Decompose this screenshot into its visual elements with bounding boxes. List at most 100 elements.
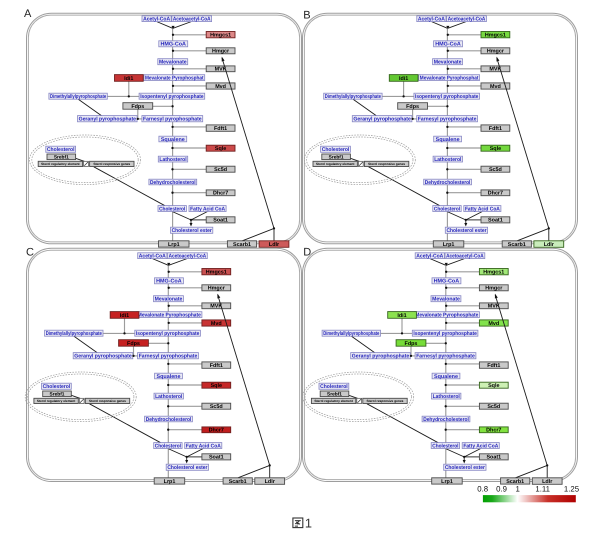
svg-text:Fdps: Fdps — [405, 341, 418, 347]
svg-text:Fdps: Fdps — [127, 341, 140, 347]
svg-text:Acetoacetyl-CoA: Acetoacetyl-CoA — [448, 17, 486, 23]
svg-text:Mevalonate Pyrophosphat: Mevalonate Pyrophosphat — [145, 75, 204, 81]
svg-text:Geranyl pyrophosphate: Geranyl pyrophosphate — [74, 354, 131, 360]
svg-text:Dhcr7: Dhcr7 — [209, 428, 224, 434]
svg-text:Mevalonate: Mevalonate — [159, 60, 187, 66]
svg-text:Scarb1: Scarb1 — [506, 479, 524, 485]
svg-text:Dehydrocholesterol: Dehydrocholesterol — [146, 417, 192, 423]
svg-text:Acetyl-CoA: Acetyl-CoA — [143, 17, 170, 23]
svg-text:Idi1: Idi1 — [399, 76, 408, 82]
svg-text:Scarb1: Scarb1 — [233, 242, 251, 248]
svg-text:Dimethylallylpyrophosphate: Dimethylallylpyrophosphate — [325, 94, 381, 100]
svg-text:Squalene: Squalene — [434, 374, 458, 380]
svg-text:Lathosterol: Lathosterol — [434, 157, 462, 163]
svg-text:Sc5d: Sc5d — [210, 404, 223, 410]
svg-text:Ldlr: Ldlr — [265, 479, 276, 485]
svg-text:Acetyl-CoA: Acetyl-CoA — [416, 254, 443, 260]
svg-text:Cholesterol: Cholesterol — [155, 443, 182, 449]
svg-text:A: A — [24, 8, 32, 20]
svg-text:Mevalonate: Mevalonate — [432, 297, 460, 303]
svg-text:Lrp1: Lrp1 — [443, 242, 455, 248]
svg-text:Sqle: Sqle — [215, 146, 226, 152]
svg-text:Mevalonate: Mevalonate — [155, 297, 183, 303]
svg-text:Geranyl pyrophosphate: Geranyl pyrophosphate — [79, 117, 136, 123]
svg-text:Acetoacetyl-CoA: Acetoacetyl-CoA — [173, 17, 211, 23]
svg-text:Mevalonate Pyrophosphate: Mevalonate Pyrophosphate — [415, 312, 478, 318]
svg-text:Cholesterol: Cholesterol — [322, 147, 350, 153]
svg-text:Mvd: Mvd — [490, 84, 501, 90]
svg-text:Srebf1: Srebf1 — [329, 154, 344, 160]
svg-text:Mvd: Mvd — [215, 84, 226, 90]
svg-text:Mvd: Mvd — [211, 321, 222, 327]
svg-text:Cholesterol: Cholesterol — [43, 384, 71, 390]
svg-text:Soat1: Soat1 — [209, 455, 224, 461]
svg-text:Fdft1: Fdft1 — [489, 126, 502, 132]
svg-text:Mevalonate Pyrophosphate: Mevalonate Pyrophosphate — [138, 312, 201, 318]
svg-text:Mevalonate: Mevalonate — [434, 60, 462, 66]
svg-text:Sterol responsive genes: Sterol responsive genes — [367, 399, 404, 403]
svg-text:Scarb1: Scarb1 — [508, 242, 526, 248]
svg-text:Idi1: Idi1 — [397, 313, 406, 319]
svg-text:B: B — [303, 9, 310, 21]
svg-text:Idi1: Idi1 — [124, 76, 133, 82]
svg-text:Soat1: Soat1 — [488, 218, 503, 224]
svg-text:Farnesyl pyrophosphate: Farnesyl pyrophosphate — [139, 354, 198, 360]
svg-text:Hmgcs1: Hmgcs1 — [483, 270, 504, 276]
svg-text:Dehydrocholesterol: Dehydrocholesterol — [150, 180, 196, 186]
svg-text:HMG-CoA: HMG-CoA — [434, 279, 460, 285]
svg-text:0.9: 0.9 — [496, 485, 507, 494]
svg-text:Cholesterol ester: Cholesterol ester — [172, 228, 213, 234]
svg-text:Isopentenyl pyrophosphate: Isopentenyl pyrophosphate — [413, 331, 476, 337]
svg-text:Isopentenyl pyrophosphate: Isopentenyl pyrophosphate — [136, 331, 199, 337]
svg-text:Ldlr: Ldlr — [269, 242, 280, 248]
svg-text:Squalene: Squalene — [436, 137, 460, 143]
svg-text:Lathosterol: Lathosterol — [155, 394, 183, 400]
svg-text:Soat1: Soat1 — [486, 455, 501, 461]
svg-text:Fatty Acid CoA: Fatty Acid CoA — [463, 443, 498, 449]
svg-text:Dimethylallylpyrophosphate: Dimethylallylpyrophosphate — [50, 94, 106, 100]
svg-text:Fdps: Fdps — [131, 104, 144, 110]
svg-text:Farnesyl pyrophosphate: Farnesyl pyrophosphate — [143, 117, 202, 123]
svg-text:Idi1: Idi1 — [120, 313, 129, 319]
svg-text:1: 1 — [516, 485, 520, 494]
svg-text:1.25: 1.25 — [564, 485, 580, 494]
svg-text:Geranyl pyrophosphate: Geranyl pyrophosphate — [352, 354, 409, 360]
svg-text:Ldlr: Ldlr — [544, 242, 555, 248]
svg-text:Sc5d: Sc5d — [214, 167, 227, 173]
svg-text:Dehydrocholesterol: Dehydrocholesterol — [425, 180, 471, 186]
svg-text:Cholesterol: Cholesterol — [47, 147, 75, 153]
svg-text:1.11: 1.11 — [535, 485, 550, 494]
svg-text:Squalene: Squalene — [157, 374, 181, 380]
svg-text:Mvd: Mvd — [488, 321, 499, 327]
svg-text:Sqle: Sqle — [488, 383, 499, 389]
svg-text:Dimethylallylpyrophosphate: Dimethylallylpyrophosphate — [323, 331, 379, 337]
svg-text:Sqle: Sqle — [490, 146, 501, 152]
svg-text:0.8: 0.8 — [477, 485, 488, 494]
svg-text:D: D — [303, 247, 311, 259]
svg-text:Cholesterol: Cholesterol — [432, 443, 459, 449]
svg-text:Farnesyl pyrophosphate: Farnesyl pyrophosphate — [418, 117, 477, 123]
svg-text:Sterol responsive genes: Sterol responsive genes — [89, 399, 126, 403]
svg-text:Sterol regulatory element: Sterol regulatory element — [37, 399, 76, 403]
svg-text:Dehydrocholesterol: Dehydrocholesterol — [423, 417, 469, 423]
svg-text:Lrp1: Lrp1 — [168, 242, 180, 248]
svg-text:C: C — [26, 247, 34, 259]
svg-text:Fdft1: Fdft1 — [487, 363, 500, 369]
svg-text:Acetoacetyl-CoA: Acetoacetyl-CoA — [446, 254, 484, 260]
svg-text:Lrp1: Lrp1 — [441, 479, 453, 485]
svg-text:Isopentenyl pyrophosphate: Isopentenyl pyrophosphate — [415, 94, 478, 100]
svg-text:Geranyl pyrophosphate: Geranyl pyrophosphate — [353, 117, 410, 123]
svg-text:Fdps: Fdps — [406, 104, 419, 110]
svg-text:Farnesyl pyrophosphate: Farnesyl pyrophosphate — [416, 354, 475, 360]
svg-text:Hmgcr: Hmgcr — [208, 286, 226, 292]
svg-text:Isopentenyl pyrophosphate: Isopentenyl pyrophosphate — [140, 94, 203, 100]
svg-text:Sterol regulatory element: Sterol regulatory element — [314, 399, 353, 403]
svg-text:HMG-CoA: HMG-CoA — [160, 42, 186, 48]
svg-text:Sc5d: Sc5d — [487, 404, 500, 410]
svg-text:Cholesterol ester: Cholesterol ester — [167, 465, 208, 471]
svg-text:HMG-CoA: HMG-CoA — [435, 42, 461, 48]
svg-text:Srebf1: Srebf1 — [327, 391, 342, 397]
svg-text:1: 1 — [305, 516, 312, 531]
svg-text:HMG-CoA: HMG-CoA — [156, 279, 182, 285]
svg-text:Squalene: Squalene — [161, 137, 185, 143]
